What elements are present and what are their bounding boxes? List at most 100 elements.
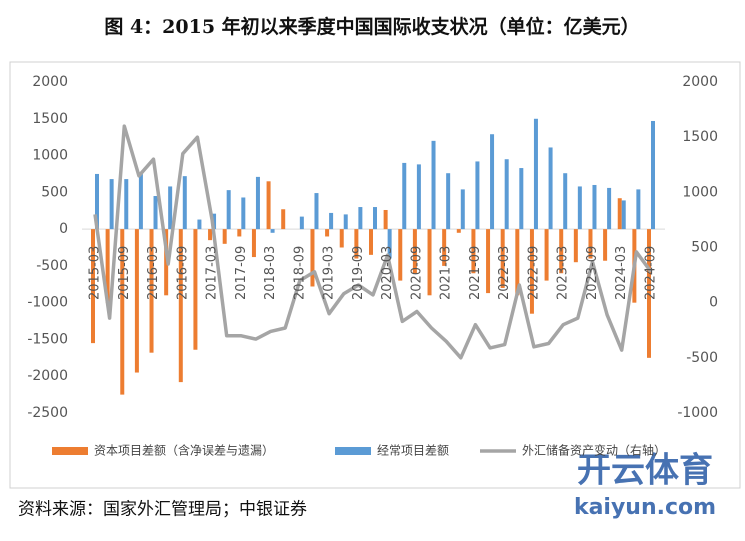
bar [592, 184, 597, 230]
y2-tick-label: 1500 [682, 129, 718, 145]
x-tick-label: 2023-09 [585, 246, 600, 300]
bar [138, 173, 143, 230]
bar [402, 162, 407, 230]
y2-tick-label: 2000 [682, 74, 718, 90]
bar [182, 176, 187, 230]
bar [281, 209, 286, 230]
x-tick-label: 2021-09 [468, 246, 483, 300]
bar [636, 189, 641, 230]
x-tick-label: 2019-03 [322, 246, 337, 300]
bar [515, 229, 520, 296]
bar [208, 229, 213, 241]
x-tick-label: 2017-09 [234, 246, 249, 300]
y-tick-label: -500 [36, 258, 68, 274]
x-tick-label: 2015-03 [88, 246, 103, 300]
bar [500, 229, 505, 288]
bar [226, 190, 231, 230]
bar [621, 200, 626, 230]
bar [548, 147, 553, 230]
bar [178, 229, 183, 383]
bar [314, 193, 319, 230]
x-tick-label: 2016-09 [175, 246, 190, 300]
bar [134, 229, 139, 373]
y-tick-label: 1000 [32, 148, 68, 164]
bar [237, 229, 242, 237]
y-tick-label: -1500 [27, 331, 68, 347]
bar [460, 189, 465, 230]
bar [241, 197, 246, 230]
legend-label: 外汇储备资产变动（右轴） [522, 443, 666, 458]
y2-tick-label: 0 [709, 295, 718, 311]
y2-tick-label: 1000 [682, 184, 718, 200]
bar [486, 229, 491, 294]
bar [603, 229, 608, 261]
y-tick-label: -1000 [27, 295, 68, 311]
bar [270, 229, 275, 233]
bar [427, 229, 432, 296]
bar [91, 229, 95, 344]
bar [607, 187, 612, 230]
plot-frame [9, 61, 741, 489]
bar [387, 229, 392, 259]
y-tick-label: 1500 [32, 111, 68, 127]
bar [577, 186, 582, 230]
bar [120, 229, 125, 395]
bar [266, 181, 271, 230]
bar [164, 229, 169, 296]
chart-title: 图 4：2015 年初以来季度中国国际收支状况（单位：亿美元） [104, 15, 639, 38]
y2-tick-label: -1000 [677, 405, 718, 421]
bar [358, 207, 363, 230]
bar [529, 229, 534, 314]
bar [383, 209, 388, 230]
y-tick-label: 2000 [32, 74, 68, 90]
x-tick-label: 2020-09 [409, 246, 424, 300]
x-tick-label: 2023-03 [556, 246, 571, 300]
legend-swatch [335, 447, 371, 455]
x-tick-label: 2021-03 [439, 246, 454, 300]
bar [124, 179, 129, 230]
watermark-brand: 开云体育 [577, 451, 713, 491]
bar [373, 207, 377, 230]
bar [559, 229, 564, 274]
bar [369, 229, 373, 255]
bar [651, 120, 655, 230]
bar [588, 229, 593, 259]
bar [168, 186, 173, 230]
bar [212, 213, 217, 230]
bar [95, 173, 99, 230]
bar [563, 173, 568, 230]
bar [251, 229, 256, 258]
x-tick-label: 2022-03 [497, 246, 512, 300]
bar [343, 214, 348, 230]
line-series [93, 124, 653, 360]
bar [153, 196, 158, 230]
bar [504, 159, 509, 230]
y-tick-label: 0 [59, 221, 68, 237]
bar [193, 229, 198, 350]
bar [533, 118, 538, 230]
x-tick-label: 2024-09 [644, 246, 659, 300]
bar [255, 176, 260, 230]
bar [442, 229, 447, 266]
bar [544, 229, 549, 281]
bar [329, 212, 334, 230]
bar [475, 161, 480, 230]
bar [299, 216, 304, 230]
legend-label: 经常项目差额 [377, 444, 449, 458]
bar [310, 229, 315, 287]
x-tick-label: 2020-03 [380, 246, 395, 300]
bar [617, 198, 622, 230]
x-tick-label: 2017-03 [205, 246, 220, 300]
bar [416, 164, 421, 230]
bar [573, 229, 578, 263]
y-tick-label: -2500 [27, 405, 68, 421]
bar [339, 229, 344, 248]
x-tick-label: 2022-09 [526, 246, 541, 300]
bar [354, 229, 359, 259]
legend-label: 资本项目差额（含净误差与遗漏） [94, 443, 274, 458]
bar [325, 229, 330, 237]
y-tick-label: 500 [41, 184, 68, 200]
y2-tick-label: -500 [686, 350, 718, 366]
